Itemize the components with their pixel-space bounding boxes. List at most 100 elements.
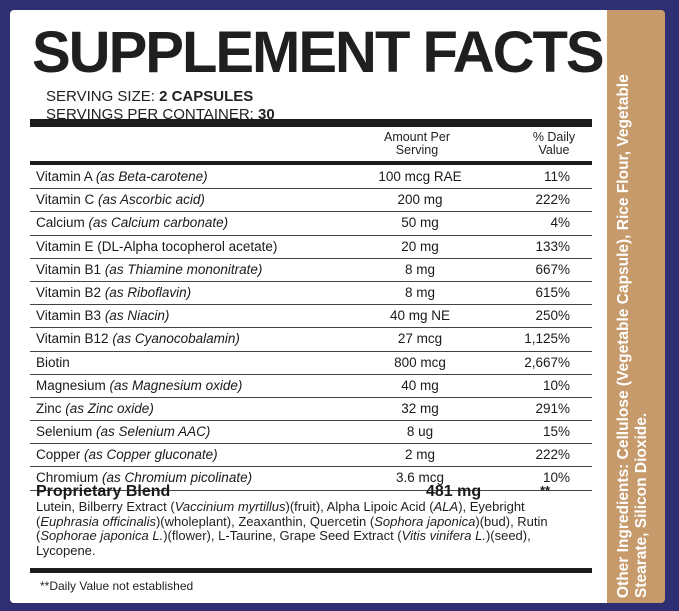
nutrient-source: (as Ascorbic acid)	[98, 192, 205, 208]
nutrient-name: Chromium (as Chromium picolinate)	[36, 467, 252, 489]
header-dv-line2: Value	[538, 143, 570, 157]
nutrient-daily-value: 667%	[535, 261, 570, 277]
nutrient-amount: 8 ug	[406, 424, 434, 440]
table-row: Zinc (as Zinc oxide) 32 mg 291%	[30, 398, 592, 422]
nutrient-daily-value: 4%	[550, 215, 570, 231]
nutrient-label: Chromium	[36, 470, 99, 486]
nutrient-source: (as Zinc oxide)	[65, 400, 154, 416]
nutrient-label: Zinc	[36, 400, 62, 416]
blend-name: Proprietary Blend	[36, 483, 171, 500]
nutrient-source: (as Magnesium oxide)	[109, 377, 243, 393]
nutrient-amount: 32 mg	[401, 400, 439, 416]
nutrient-name: Vitamin E (DL-Alpha tocopherol acetate)	[36, 236, 277, 258]
table-row: Magnesium (as Magnesium oxide) 40 mg 10%	[30, 375, 592, 398]
table-row: Vitamin E (DL-Alpha tocopherol acetate) …	[30, 236, 592, 259]
nutrient-amount: 27 mcg	[397, 331, 443, 347]
nutrient-name: Vitamin B1 (as Thiamine mononitrate)	[36, 259, 262, 281]
nutrient-label: Vitamin C	[36, 192, 95, 208]
nutrient-label: Vitamin B12	[36, 331, 109, 347]
nutrient-daily-value: 11%	[543, 169, 570, 184]
servings-value: 30	[258, 106, 275, 123]
nutrient-name: Copper (as Copper gluconate)	[36, 444, 218, 466]
header-dv-line1: % Daily	[532, 130, 576, 144]
table-row: Copper (as Copper gluconate) 2 mg 222%	[30, 444, 592, 468]
nutrient-daily-value: 222%	[535, 447, 570, 463]
nutrient-amount: 8 mg	[404, 261, 435, 277]
other-ingredients-text: Other Ingredients: Cellulose (Vegetable …	[615, 18, 651, 598]
table-row: Chromium (as Chromium picolinate) 3.6 mcg…	[30, 467, 592, 491]
header-amount-line1: Amount Per	[383, 130, 450, 144]
nutrient-amount: 800 mcg	[394, 354, 446, 370]
servings-label: SERVINGS PER CONTAINER:	[46, 106, 254, 123]
nutrient-amount: 50 mg	[401, 215, 439, 231]
table-row: Selenium (as Selenium AAC) 8 ug 15%	[30, 421, 592, 445]
nutrient-table: Vitamin A (as Beta-carotene) 100 mcg RAE 1…	[30, 166, 592, 491]
table-row: Vitamin B1 (as Thiamine mononitrate) 8 mg…	[30, 259, 592, 282]
serving-size: SERVING SIZE: 2 CAPSULES	[46, 88, 253, 105]
nutrient-amount: 200 mg	[397, 192, 443, 208]
nutrient-label: Copper	[36, 447, 81, 463]
nutrient-label: Vitamin B2	[36, 284, 102, 300]
nutrient-amount: 3.6 mcg	[395, 470, 445, 486]
divider-bottom	[30, 568, 592, 573]
nutrient-amount: 40 mg	[401, 377, 439, 393]
nutrient-label: Vitamin B3	[36, 308, 102, 324]
table-row: Biotin 800 mcg 2,667%	[30, 352, 592, 375]
nutrient-daily-value: 10%	[542, 377, 570, 393]
nutrient-source: (as Copper gluconate)	[84, 447, 218, 463]
nutrient-source: (as Niacin)	[104, 308, 170, 324]
nutrient-source: (as Chromium picolinate)	[102, 470, 253, 486]
table-row: Vitamin B3 (as Niacin) 40 mg NE 250%	[30, 305, 592, 329]
divider-header	[30, 161, 592, 165]
nutrient-amount: 2 mg	[404, 447, 435, 463]
serving-size-value: 2 CAPSULES	[159, 88, 254, 105]
header-daily-value: % Daily Value	[517, 131, 591, 157]
other-ingredients-panel: Other Ingredients: Cellulose (Vegetable …	[607, 10, 665, 603]
nutrient-daily-value: 291%	[535, 400, 570, 416]
nutrient-source: (as Riboflavin)	[104, 284, 192, 300]
table-row: Vitamin C (as Ascorbic acid) 200 mg 222%	[30, 189, 592, 213]
nutrient-daily-value: 15%	[542, 424, 570, 440]
nutrient-label: Magnesium	[36, 377, 106, 393]
nutrient-daily-value: 1,125%	[524, 331, 570, 347]
table-row: Vitamin A (as Beta-carotene) 100 mcg RAE 1…	[30, 166, 592, 190]
page-title: SUPPLEMENT FACTS	[32, 20, 605, 85]
nutrient-daily-value: 250%	[535, 308, 570, 324]
divider-thick	[30, 119, 592, 127]
supplement-facts-panel: SUPPLEMENT FACTS SERVING SIZE: 2 CAPSULE…	[10, 10, 607, 603]
serving-size-label: SERVING SIZE:	[46, 88, 155, 105]
nutrient-name: Vitamin B3 (as Niacin)	[36, 305, 169, 327]
nutrient-source: (as Cyanocobalamin)	[112, 331, 240, 347]
nutrient-name: Vitamin B12 (as Cyanocobalamin)	[36, 328, 240, 350]
nutrient-daily-value: 615%	[535, 284, 570, 300]
blend-description: Lutein, Bilberry Extract (Vaccinium myrt…	[36, 499, 548, 559]
nutrient-name: Vitamin B2 (as Riboflavin)	[36, 282, 191, 304]
table-row: Vitamin B12 (as Cyanocobalamin) 27 mcg 1,1…	[30, 328, 592, 352]
nutrient-label: Selenium	[36, 424, 93, 440]
footnote: **Daily Value not established	[40, 579, 194, 593]
nutrient-daily-value: 2,667%	[524, 354, 570, 370]
table-row: Vitamin B2 (as Riboflavin) 8 mg 615%	[30, 282, 592, 306]
other-ingredients-label: Other Ingredients:	[615, 463, 632, 598]
nutrient-daily-value: 222%	[535, 192, 570, 208]
nutrient-label: Calcium	[36, 215, 85, 231]
nutrient-label: Vitamin B1	[36, 261, 102, 277]
nutrient-source: (as Selenium AAC)	[96, 424, 211, 440]
servings-per-container: SERVINGS PER CONTAINER: 30	[46, 106, 275, 123]
header-amount-line2: Serving	[395, 143, 439, 157]
blend-amount: 481 mg	[426, 483, 482, 500]
nutrient-source: (as Calcium carbonate)	[88, 215, 229, 231]
nutrient-amount: 40 mg NE	[389, 308, 451, 324]
nutrient-source: (as Thiamine mononitrate)	[104, 261, 263, 277]
nutrient-name: Magnesium (as Magnesium oxide)	[36, 375, 242, 397]
nutrient-daily-value: 133%	[535, 238, 570, 254]
header-amount: Amount Per Serving	[362, 131, 472, 157]
nutrient-label: Vitamin E (DL-Alpha tocopherol acetate)	[36, 238, 278, 254]
nutrient-label: Vitamin A	[36, 169, 93, 184]
table-row: Calcium (as Calcium carbonate) 50 mg 4%	[30, 212, 592, 236]
nutrient-label: Biotin	[36, 354, 70, 370]
nutrient-amount: 20 mg	[401, 238, 439, 254]
nutrient-name: Biotin	[36, 352, 70, 374]
nutrient-name: Zinc (as Zinc oxide)	[36, 398, 154, 420]
nutrient-name: Selenium (as Selenium AAC)	[36, 421, 210, 443]
